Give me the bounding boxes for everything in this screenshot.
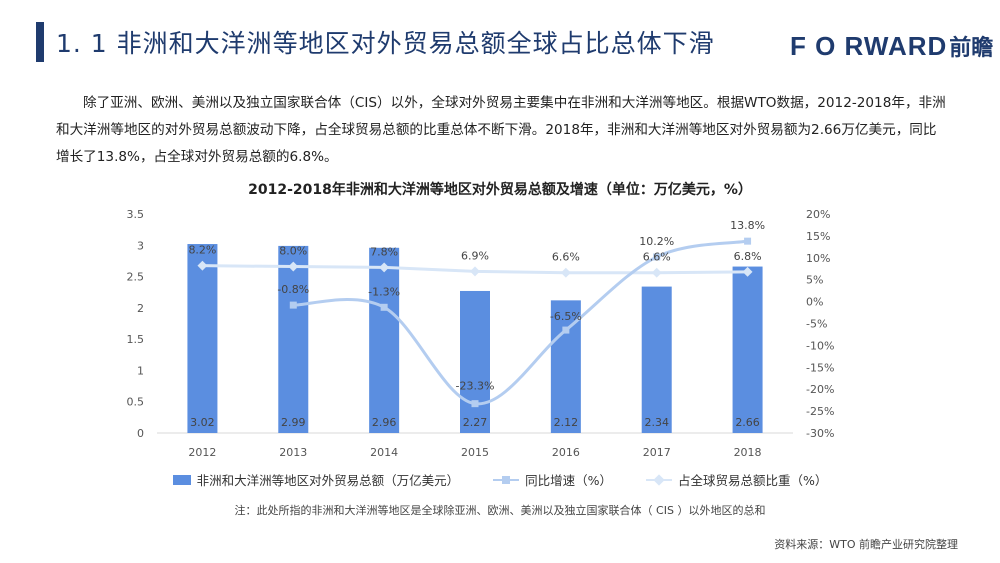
logo: F O RWARD 前瞻 bbox=[790, 30, 993, 62]
y-left-tick-label: 1.5 bbox=[127, 333, 145, 346]
legend-swatch-growth-line bbox=[493, 475, 520, 485]
bar-series bbox=[187, 244, 763, 433]
share-marker bbox=[560, 267, 571, 278]
growth-marker bbox=[744, 237, 752, 245]
x-tick-label: 2017 bbox=[643, 446, 671, 459]
x-tick-label: 2018 bbox=[734, 446, 762, 459]
bar-value-label: 2.66 bbox=[735, 416, 760, 429]
legend-item-trade-total: 非洲和大洋洲等地区对外贸易总额（万亿美元） bbox=[172, 470, 460, 489]
legend-label: 占全球贸易总额比重（%） bbox=[678, 473, 828, 488]
growth-marker bbox=[653, 253, 661, 261]
bar-value-label: 2.34 bbox=[644, 416, 669, 429]
y-left-tick-label: 3 bbox=[137, 239, 144, 252]
bar bbox=[460, 290, 490, 433]
share-marker bbox=[379, 262, 390, 273]
legend-item-share: 占全球贸易总额比重（%） bbox=[646, 470, 827, 489]
growth-value-label: -1.3% bbox=[368, 285, 400, 298]
growth-marker bbox=[380, 303, 388, 311]
bar-value-label: 2.99 bbox=[281, 416, 306, 429]
y-right-tick-label: -15% bbox=[806, 361, 834, 374]
x-tick-label: 2015 bbox=[461, 446, 489, 459]
share-value-label: 6.8% bbox=[734, 250, 762, 263]
page-title: 1. 1 非洲和大洋洲等地区对外贸易总额全球占比总体下滑 bbox=[56, 29, 715, 58]
x-tick-label: 2013 bbox=[279, 446, 307, 459]
bar bbox=[278, 245, 309, 433]
data-labels: 3.02 2.99 2.96 2.27 2.12 2.34 2.66 8.2% 8.0% 7.8%… bbox=[188, 219, 765, 429]
y-right-tick-label: -25% bbox=[806, 405, 834, 418]
legend-swatch-bar bbox=[172, 474, 191, 485]
bar bbox=[369, 247, 400, 433]
bar-value-label: 2.27 bbox=[463, 416, 488, 429]
y-left-tick-label: 2.5 bbox=[127, 271, 145, 284]
bar-value-label: 2.96 bbox=[372, 416, 397, 429]
growth-value-label: 10.2% bbox=[639, 235, 674, 248]
x-tick-label: 2012 bbox=[188, 446, 216, 459]
legend-swatch-share-line bbox=[646, 475, 672, 485]
share-value-label: 7.8% bbox=[370, 245, 398, 258]
share-marker bbox=[288, 261, 299, 272]
growth-value-label: -0.8% bbox=[277, 283, 309, 296]
y-left-tick-label: 0.5 bbox=[127, 396, 145, 409]
intro-paragraph: 除了亚洲、欧洲、美洲以及独立国家联合体（CIS）以外，全球对外贸易主要集中在非洲… bbox=[56, 95, 946, 165]
logo-cn: 前瞻 bbox=[949, 36, 994, 61]
y-left-tick-label: 3.5 bbox=[127, 208, 145, 221]
chart-legend: 非洲和大洋洲等地区对外贸易总额（万亿美元） 同比增速（%） 占全球贸易总额比重（… bbox=[0, 470, 1000, 489]
growth-value-label: -6.5% bbox=[550, 310, 582, 323]
bar bbox=[641, 286, 672, 433]
chart-note: 注：此处所指的非洲和大洋洲等地区是全球除亚洲、欧洲、美洲以及独立国家联合体（ C… bbox=[234, 504, 766, 517]
axis-ticks: 0 0.5 1 1.5 2 2.5 3 3.5 -30% -25% -20% -15% -10% -5% 0… bbox=[127, 208, 835, 459]
share-value-label: 6.9% bbox=[461, 249, 489, 262]
y-right-tick-label: 10% bbox=[806, 252, 830, 265]
share-value-label: 8.2% bbox=[188, 244, 216, 257]
share-value-label: 6.6% bbox=[643, 251, 671, 264]
share-value-label: 6.6% bbox=[552, 251, 580, 264]
y-right-tick-label: -5% bbox=[806, 318, 827, 331]
growth-marker bbox=[562, 326, 570, 334]
title-accent-bar bbox=[36, 22, 44, 62]
y-right-tick-label: -20% bbox=[806, 383, 834, 396]
y-right-tick-label: 0% bbox=[806, 296, 823, 309]
legend-item-growth: 同比增速（%） bbox=[493, 470, 612, 489]
y-right-tick-label: 20% bbox=[806, 208, 830, 221]
bar bbox=[187, 244, 218, 433]
share-marker bbox=[470, 266, 480, 277]
data-source: 资料来源：WTO 前瞻产业研究院整理 bbox=[774, 538, 958, 551]
share-marker bbox=[197, 260, 208, 271]
chart-title: 2012-2018年非洲和大洋洲等地区对外贸易总额及增速（单位：万亿美元，%） bbox=[248, 182, 752, 198]
bar-value-label: 2.12 bbox=[554, 416, 579, 429]
bar-value-label: 3.02 bbox=[190, 416, 215, 429]
share-marker bbox=[742, 266, 753, 277]
y-left-tick-label: 0 bbox=[137, 427, 144, 440]
y-right-tick-label: -30% bbox=[806, 427, 834, 440]
share-marker bbox=[651, 267, 662, 278]
logo-text: F O RWARD bbox=[790, 30, 948, 61]
x-tick-label: 2016 bbox=[552, 446, 580, 459]
y-right-tick-label: 15% bbox=[806, 230, 830, 243]
legend-label: 同比增速（%） bbox=[525, 473, 612, 488]
y-right-tick-label: -10% bbox=[806, 339, 834, 352]
y-left-tick-label: 2 bbox=[137, 302, 144, 315]
x-tick-label: 2014 bbox=[370, 446, 398, 459]
growth-value-label: -23.3% bbox=[456, 380, 495, 393]
share-value-label: 8.0% bbox=[279, 245, 307, 258]
bar bbox=[732, 266, 763, 433]
legend-label: 非洲和大洋洲等地区对外贸易总额（万亿美元） bbox=[196, 473, 460, 488]
y-left-tick-label: 1 bbox=[137, 364, 144, 377]
line-series bbox=[197, 237, 753, 408]
growth-line bbox=[293, 239, 748, 406]
growth-marker bbox=[471, 400, 479, 408]
growth-value-label: 13.8% bbox=[730, 219, 765, 232]
growth-marker bbox=[289, 301, 297, 309]
y-right-tick-label: 5% bbox=[806, 274, 823, 287]
